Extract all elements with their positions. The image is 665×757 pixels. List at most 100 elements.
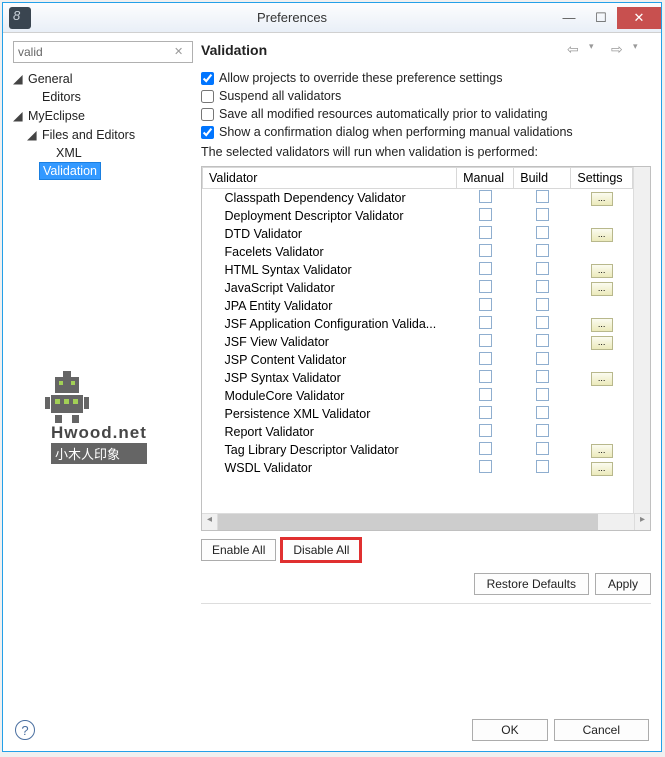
expand-icon[interactable]: ◢	[27, 127, 39, 142]
disable-all-button[interactable]: Disable All	[282, 539, 360, 561]
col-build[interactable]: Build	[514, 168, 571, 189]
menu-icon[interactable]: ▾	[633, 41, 651, 59]
cancel-button[interactable]: Cancel	[554, 719, 649, 741]
apply-button[interactable]: Apply	[595, 573, 651, 595]
manual-checkbox[interactable]	[479, 352, 492, 365]
manual-checkbox[interactable]	[479, 424, 492, 437]
build-checkbox[interactable]	[536, 316, 549, 329]
build-checkbox[interactable]	[536, 262, 549, 275]
validator-name: ModuleCore Validator	[203, 387, 457, 405]
settings-button[interactable]: ...	[591, 318, 613, 332]
table-row[interactable]: Classpath Dependency Validator...	[203, 189, 633, 208]
build-checkbox[interactable]	[536, 460, 549, 473]
settings-button[interactable]: ...	[591, 282, 613, 296]
build-checkbox[interactable]	[536, 190, 549, 203]
col-settings[interactable]: Settings	[571, 168, 633, 189]
build-checkbox[interactable]	[536, 334, 549, 347]
maximize-button[interactable]: ☐	[585, 7, 617, 29]
savemod-checkbox[interactable]	[201, 108, 214, 121]
col-manual[interactable]: Manual	[457, 168, 514, 189]
manual-checkbox[interactable]	[479, 226, 492, 239]
build-checkbox[interactable]	[536, 352, 549, 365]
table-row[interactable]: Persistence XML Validator	[203, 405, 633, 423]
build-checkbox[interactable]	[536, 370, 549, 383]
hint-text: The selected validators will run when va…	[201, 141, 651, 163]
table-row[interactable]: JSF Application Configuration Valida....…	[203, 315, 633, 333]
back-icon[interactable]: ⇦	[567, 41, 585, 59]
manual-checkbox[interactable]	[479, 334, 492, 347]
validator-name: HTML Syntax Validator	[203, 261, 457, 279]
build-checkbox[interactable]	[536, 424, 549, 437]
close-button[interactable]: ✕	[617, 7, 661, 29]
table-row[interactable]: Report Validator	[203, 423, 633, 441]
manual-checkbox[interactable]	[479, 298, 492, 311]
dropdown-icon[interactable]: ▾	[589, 41, 607, 59]
build-checkbox[interactable]	[536, 442, 549, 455]
table-row[interactable]: HTML Syntax Validator...	[203, 261, 633, 279]
validator-name: Facelets Validator	[203, 243, 457, 261]
settings-button[interactable]: ...	[591, 192, 613, 206]
manual-checkbox[interactable]	[479, 190, 492, 203]
expand-icon[interactable]: ◢	[13, 71, 25, 86]
table-row[interactable]: JavaScript Validator...	[203, 279, 633, 297]
table-row[interactable]: JPA Entity Validator	[203, 297, 633, 315]
manual-checkbox[interactable]	[479, 460, 492, 473]
table-row[interactable]: WSDL Validator...	[203, 459, 633, 477]
table-row[interactable]: Deployment Descriptor Validator	[203, 207, 633, 225]
settings-button[interactable]: ...	[591, 462, 613, 476]
settings-button[interactable]: ...	[591, 228, 613, 242]
manual-checkbox[interactable]	[479, 388, 492, 401]
build-checkbox[interactable]	[536, 280, 549, 293]
confirm-checkbox[interactable]	[201, 126, 214, 139]
watermark: Hwood.net 小木人印象	[45, 371, 193, 464]
build-checkbox[interactable]	[536, 244, 549, 257]
manual-checkbox[interactable]	[479, 370, 492, 383]
restore-defaults-button[interactable]: Restore Defaults	[474, 573, 589, 595]
vertical-scrollbar[interactable]	[633, 167, 650, 513]
manual-checkbox[interactable]	[479, 244, 492, 257]
settings-button[interactable]: ...	[591, 264, 613, 278]
help-icon[interactable]: ?	[15, 720, 35, 740]
build-checkbox[interactable]	[536, 298, 549, 311]
settings-button[interactable]: ...	[591, 444, 613, 458]
table-row[interactable]: JSP Content Validator	[203, 351, 633, 369]
table-row[interactable]: Tag Library Descriptor Validator...	[203, 441, 633, 459]
minimize-button[interactable]: —	[553, 7, 585, 29]
table-row[interactable]: JSF View Validator...	[203, 333, 633, 351]
search-input[interactable]	[18, 45, 174, 59]
build-checkbox[interactable]	[536, 208, 549, 221]
build-checkbox[interactable]	[536, 226, 549, 239]
tree-files-editors[interactable]: Files and Editors	[39, 127, 138, 143]
tree-validation[interactable]: Validation	[39, 162, 101, 180]
table-row[interactable]: JSP Syntax Validator...	[203, 369, 633, 387]
expand-icon[interactable]: ◢	[13, 108, 25, 123]
manual-checkbox[interactable]	[479, 280, 492, 293]
table-row[interactable]: ModuleCore Validator	[203, 387, 633, 405]
manual-checkbox[interactable]	[479, 406, 492, 419]
horizontal-scrollbar[interactable]: ◂ ▸	[202, 513, 650, 530]
manual-checkbox[interactable]	[479, 262, 492, 275]
ok-button[interactable]: OK	[472, 719, 547, 741]
build-checkbox[interactable]	[536, 406, 549, 419]
validator-name: JSP Content Validator	[203, 351, 457, 369]
settings-button[interactable]: ...	[591, 336, 613, 350]
enable-all-button[interactable]: Enable All	[201, 539, 276, 561]
clear-search-icon[interactable]: ✕	[174, 45, 188, 59]
manual-checkbox[interactable]	[479, 316, 492, 329]
suspend-checkbox[interactable]	[201, 90, 214, 103]
tree-general[interactable]: General	[25, 71, 75, 87]
col-validator[interactable]: Validator	[203, 168, 457, 189]
forward-icon[interactable]: ⇨	[611, 41, 629, 59]
table-row[interactable]: DTD Validator...	[203, 225, 633, 243]
filter-search[interactable]: ✕	[13, 41, 193, 63]
manual-checkbox[interactable]	[479, 208, 492, 221]
tree-myeclipse[interactable]: MyEclipse	[25, 108, 88, 124]
settings-button[interactable]: ...	[591, 372, 613, 386]
tree-xml[interactable]: XML	[53, 145, 85, 161]
tree-editors[interactable]: Editors	[39, 89, 84, 105]
build-checkbox[interactable]	[536, 388, 549, 401]
preferences-tree: ◢General Editors ◢MyEclipse ◢Files and E…	[13, 69, 193, 180]
table-row[interactable]: Facelets Validator	[203, 243, 633, 261]
override-checkbox[interactable]	[201, 72, 214, 85]
manual-checkbox[interactable]	[479, 442, 492, 455]
